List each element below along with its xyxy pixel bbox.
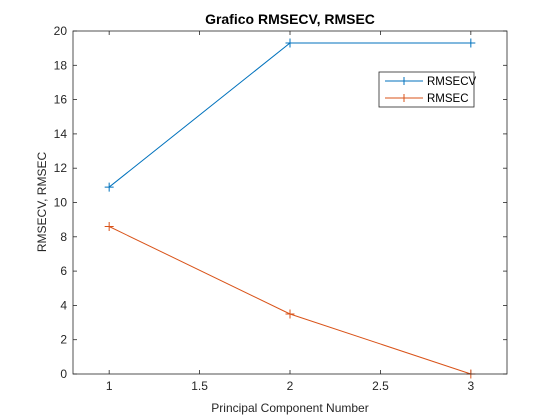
legend-marker-rmsec [400, 94, 408, 102]
data-point-rmsec [285, 309, 295, 319]
x-tick-label: 1.5 [191, 379, 208, 393]
y-tick-label: 14 [54, 127, 68, 141]
legend: RMSECV RMSEC [378, 71, 477, 108]
x-axis-label: Principal Component Number [211, 401, 368, 415]
y-axis-label: RMSECV, RMSEC [35, 152, 49, 253]
series-layer [104, 38, 476, 379]
x-tick-label: 2 [287, 379, 294, 393]
x-tick-label: 2.5 [372, 379, 389, 393]
y-tick-label: 12 [54, 161, 68, 175]
legend-box [378, 71, 475, 108]
legend-item-rmsecv: RMSECV [385, 76, 477, 88]
y-tick-label: 18 [54, 58, 68, 72]
x-tick-label: 1 [106, 379, 113, 393]
data-point-rmsecv [285, 38, 295, 48]
data-point-rmsec [104, 222, 114, 232]
y-tick-label: 2 [60, 333, 67, 347]
legend-item-rmsec: RMSEC [385, 93, 469, 105]
x-tick-label: 3 [467, 379, 474, 393]
y-tick-label: 4 [60, 298, 67, 312]
y-tick-label: 16 [54, 93, 68, 107]
legend-label-rmsec: RMSEC [427, 93, 469, 105]
x-axis-ticks: 1 1.5 2 2.5 3 [106, 31, 474, 393]
y-tick-label: 8 [60, 230, 67, 244]
legend-label-rmsecv: RMSECV [427, 76, 477, 88]
y-axis-ticks: 0 2 4 6 8 10 12 14 16 18 20 [54, 24, 507, 381]
y-tick-label: 20 [54, 24, 68, 38]
y-tick-label: 0 [60, 367, 67, 381]
axes-box [72, 30, 508, 375]
chart-title: Grafico RMSECV, RMSEC [205, 11, 375, 27]
y-tick-label: 6 [60, 264, 67, 278]
y-tick-label: 10 [54, 196, 68, 210]
data-point-rmsecv [466, 38, 476, 48]
data-point-rmsecv [104, 182, 114, 192]
legend-marker-rmsecv [400, 77, 408, 85]
